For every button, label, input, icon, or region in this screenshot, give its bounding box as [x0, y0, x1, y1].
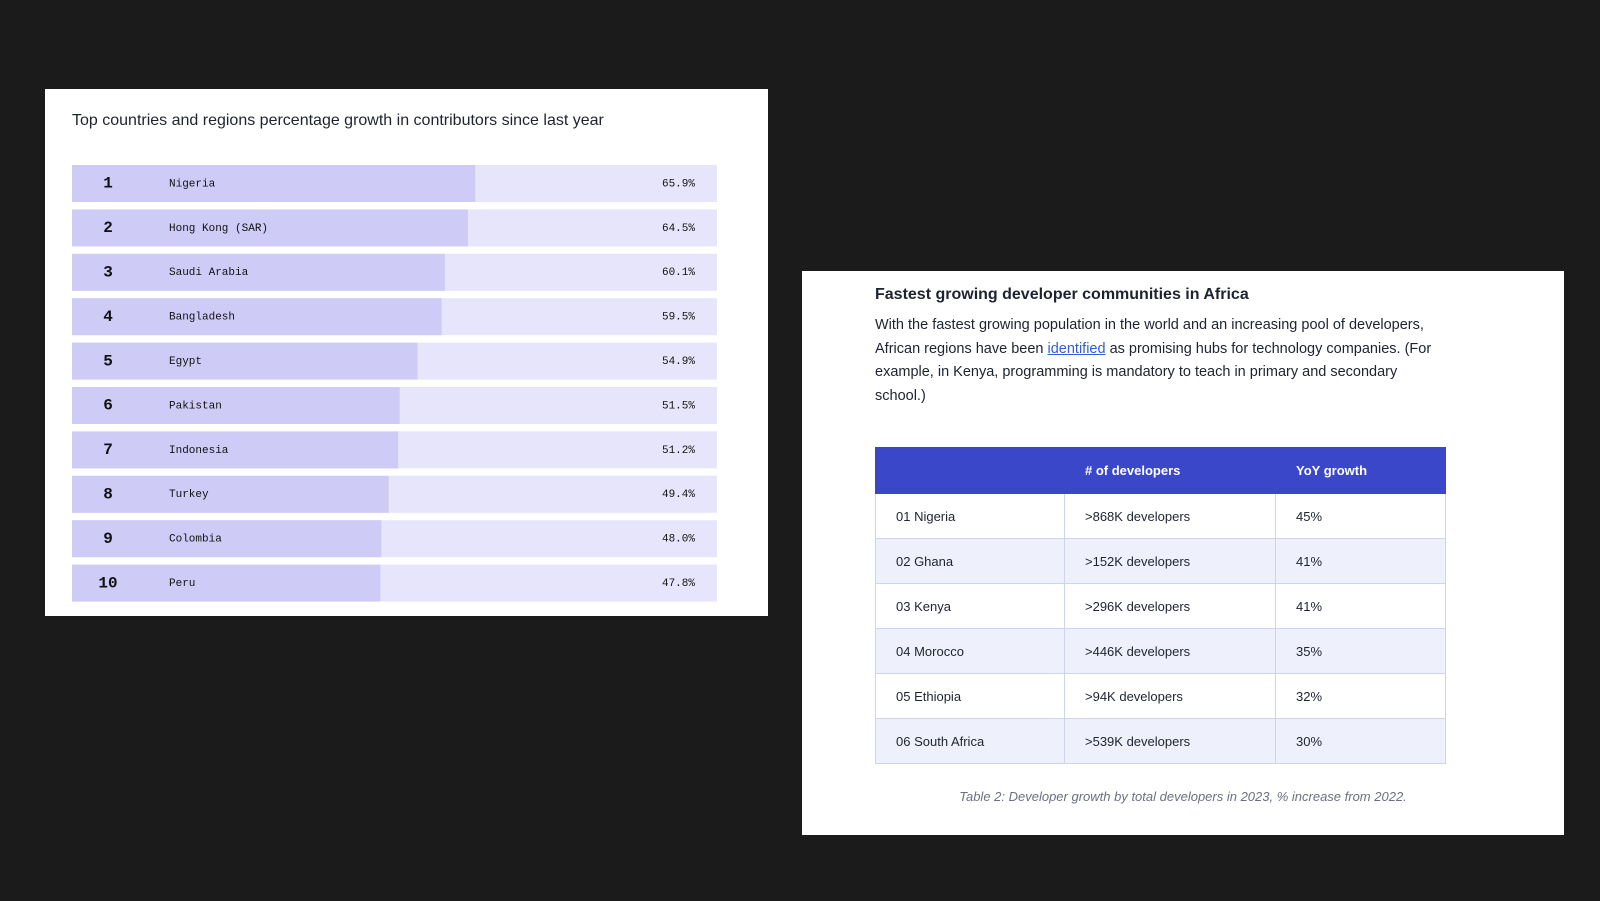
- value-label: 49.4%: [662, 489, 695, 501]
- bar: [72, 564, 381, 602]
- table-row: 02 Ghana >152K developers 41%: [875, 538, 1446, 584]
- bar: [72, 431, 399, 469]
- table-cell: >94K developers: [1064, 673, 1276, 719]
- category-label: Bangladesh: [169, 312, 235, 324]
- bar: [72, 342, 418, 380]
- table-row: 03 Kenya >296K developers 41%: [875, 583, 1446, 629]
- table-cell: >296K developers: [1064, 583, 1276, 629]
- chart-card: Top countries and regions percentage gro…: [45, 89, 768, 616]
- table-cell: 45%: [1275, 493, 1446, 539]
- table-cell: 35%: [1275, 628, 1446, 674]
- bar: [72, 165, 476, 202]
- category-label: Turkey: [169, 489, 209, 501]
- document-card: Fastest growing developer communities in…: [802, 271, 1564, 835]
- table-cell: 32%: [1275, 673, 1446, 719]
- table: # of developers YoY growth 01 Nigeria >868…: [875, 447, 1446, 764]
- category-label: Peru: [169, 578, 195, 590]
- section-title: Fastest growing developer communities in…: [875, 286, 1249, 303]
- table-cell: 01 Nigeria: [875, 493, 1065, 539]
- caption: Table 2: Developer growth by total devel…: [959, 789, 1407, 804]
- table-cell: 04 Morocco: [875, 628, 1065, 674]
- rank: 1: [103, 175, 113, 193]
- table-row: 05 Ethiopia >94K developers 32%: [875, 673, 1446, 719]
- table-cell: >868K developers: [1064, 493, 1276, 539]
- chart-title: Top countries and regions percentage gro…: [72, 112, 605, 129]
- rank: 5: [103, 352, 113, 370]
- category-label: Hong Kong (SAR): [169, 223, 268, 235]
- category-label: Nigeria: [169, 178, 216, 190]
- value-label: 51.2%: [662, 445, 695, 457]
- text: With the fastest growing population in t…: [875, 317, 1424, 357]
- table-row: 04 Morocco >446K developers 35%: [875, 628, 1446, 674]
- value-label: 64.5%: [662, 223, 695, 235]
- value-label: 65.9%: [662, 178, 695, 190]
- table-row: 01 Nigeria >868K developers 45%: [875, 493, 1446, 539]
- table-cell: 03 Kenya: [875, 583, 1065, 629]
- value-label: 60.1%: [662, 267, 695, 279]
- bar: [72, 298, 442, 336]
- table-cell: 06 South Africa: [875, 718, 1065, 764]
- category-label: Indonesia: [169, 445, 229, 457]
- header-cell: YoY growth: [1275, 447, 1446, 494]
- table-cell: >446K developers: [1064, 628, 1276, 674]
- rank: 8: [103, 486, 113, 504]
- category-label: Colombia: [169, 534, 222, 546]
- table-cell: >539K developers: [1064, 718, 1276, 764]
- link[interactable]: identified: [1047, 340, 1106, 357]
- value-label: 51.5%: [662, 400, 695, 412]
- rank: 10: [98, 574, 117, 592]
- header-cell: [875, 447, 1065, 494]
- header-row: # of developers YoY growth: [875, 447, 1446, 494]
- table-row: 06 South Africa >539K developers 30%: [875, 718, 1446, 764]
- rank: 7: [103, 441, 113, 459]
- rank: 3: [103, 264, 113, 282]
- bar: [72, 253, 445, 291]
- rank: 2: [103, 219, 113, 237]
- category-label: Egypt: [169, 356, 202, 368]
- header-cell: # of developers: [1064, 447, 1276, 494]
- bar: [72, 520, 382, 558]
- bar: [72, 209, 468, 247]
- value-label: 59.5%: [662, 312, 695, 324]
- value-label: 47.8%: [662, 578, 695, 590]
- value-label: 48.0%: [662, 534, 695, 546]
- value-label: 54.9%: [662, 356, 695, 368]
- table-cell: 30%: [1275, 718, 1446, 764]
- table-cell: 41%: [1275, 583, 1446, 629]
- rank: 4: [103, 308, 113, 326]
- table-cell: 41%: [1275, 538, 1446, 584]
- table-cell: 05 Ethiopia: [875, 673, 1065, 719]
- category-label: Saudi Arabia: [169, 267, 249, 279]
- rank: 9: [103, 530, 113, 548]
- category-label: Pakistan: [169, 400, 222, 412]
- table-cell: 02 Ghana: [875, 538, 1065, 584]
- rank: 6: [103, 397, 113, 415]
- bar: [72, 387, 400, 424]
- text: as promising hubs for technology compani…: [875, 340, 1432, 404]
- table-cell: >152K developers: [1064, 538, 1276, 584]
- paragraph: With the fastest growing population in t…: [875, 314, 1435, 408]
- bar: [72, 475, 389, 513]
